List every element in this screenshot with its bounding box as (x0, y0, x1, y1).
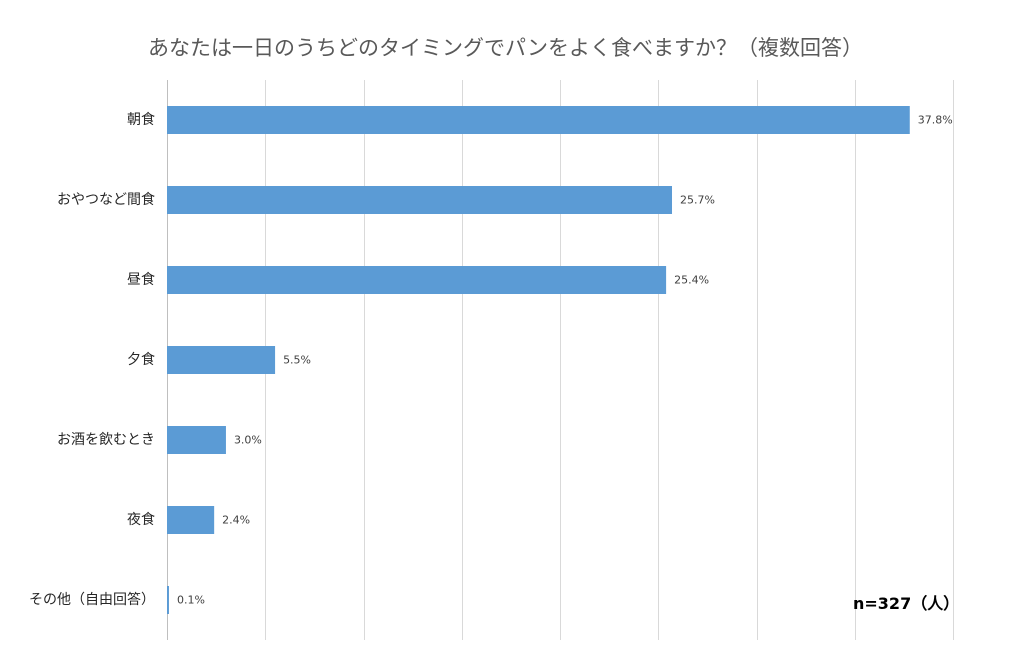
bar (167, 106, 910, 134)
chart-title: あなたは一日のうちどのタイミングでパンをよく食べますか？（複数回答） (147, 36, 864, 60)
data-label: 2.4% (222, 514, 250, 527)
data-label: 3.0% (234, 434, 262, 447)
bar (167, 586, 169, 614)
data-label: 0.1% (177, 594, 205, 607)
category-label: お酒を飲むとき (57, 432, 155, 448)
category-label: 朝食 (127, 111, 155, 128)
category-label: 夕食 (127, 351, 155, 368)
data-label: 25.4% (674, 274, 709, 287)
category-label: 昼食 (127, 271, 155, 288)
category-label: おやつなど間食 (57, 191, 155, 208)
data-label: 25.7% (680, 194, 715, 207)
category-label: その他（自由回答） (29, 591, 155, 608)
bar (167, 266, 667, 294)
bar (167, 346, 276, 374)
sample-size-annotation: n=327（人） (853, 594, 960, 613)
bar (167, 186, 673, 214)
bar (167, 506, 215, 534)
bar (167, 426, 226, 454)
category-label: 夜食 (127, 511, 155, 528)
data-label: 5.5% (283, 354, 311, 367)
data-label: 37.8% (918, 114, 953, 127)
